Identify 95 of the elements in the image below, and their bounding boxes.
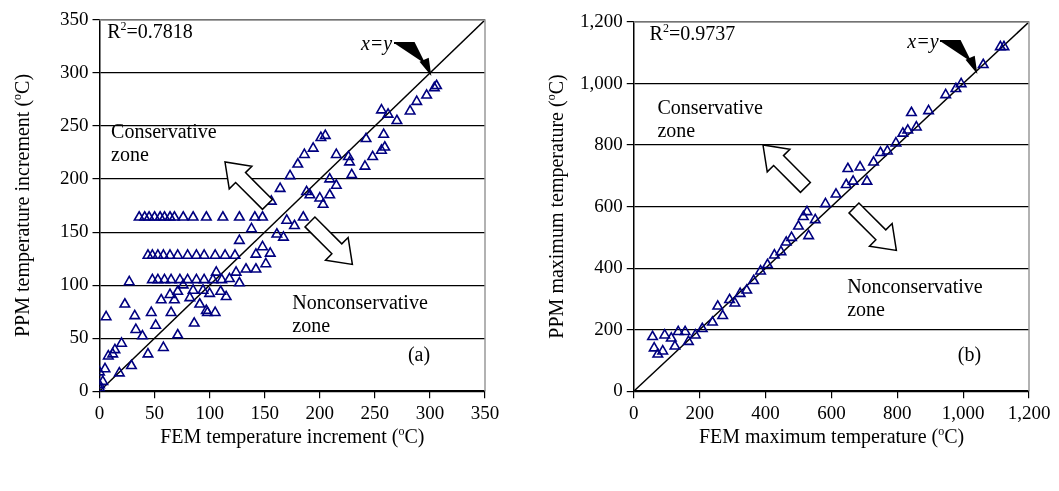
annotation: Nonconservative zone [847,274,983,321]
point [761,258,774,269]
point [854,160,866,171]
point [950,82,962,93]
point [910,120,922,131]
point [689,328,701,339]
x-axis-title: FEM maximum temperature ($^{o}$C) [698,424,965,449]
point [922,104,935,115]
annotation: Nonconservative zone [292,290,428,337]
x-tick-label: 800 [883,401,912,423]
annotation: R$^{2}$=0.9737 [649,21,736,45]
point [712,299,724,310]
x-tick-label: 1,200 [1007,401,1051,423]
point [717,309,729,320]
point [696,322,708,333]
y-tick-label: 350 [60,7,89,29]
x-tick-label: 350 [470,401,500,423]
point [729,296,741,307]
point [847,175,859,185]
annotation: x=y [907,29,939,53]
annotation: (b) [957,343,982,367]
y-tick-label: 150 [60,220,89,242]
x-tick-label: 50 [145,401,165,423]
x-tick-label: 0 [629,401,639,423]
y-tick-label: 1,200 [580,9,623,31]
annotation: Conservative zone [111,120,217,167]
point [809,213,821,224]
y-tick-label: 250 [60,114,89,136]
point [768,248,780,259]
point [657,344,669,355]
annotation: R$^{2}$=0.7818 [107,19,193,43]
x-tick-label: 1,000 [941,401,985,423]
point [775,245,787,256]
y-tick-label: 0 [613,379,623,401]
y-tick-label: 50 [69,326,89,348]
point [994,40,1006,51]
point [706,315,719,326]
y-tick-label: 200 [60,167,89,189]
point [902,124,914,134]
point [672,325,684,336]
point [955,77,967,88]
annotation: (a) [407,342,431,366]
point [792,219,804,230]
point [905,106,917,117]
x-tick-label: 200 [685,401,714,423]
point [669,339,681,350]
point [724,293,736,304]
y-tick-label: 0 [79,379,89,401]
point [755,264,767,275]
point [940,88,952,99]
point [998,40,1010,51]
x-tick-label: 300 [415,401,445,423]
point [780,235,792,246]
y-tick-label: 200 [594,317,623,339]
annotation: Conservative zone [657,95,763,142]
point [830,187,842,198]
point [977,58,989,69]
point [881,144,893,155]
x-tick-label: 200 [305,401,335,423]
annotation: x=y [360,31,393,55]
point [785,231,798,242]
point [748,274,760,285]
x-tick-label: 250 [360,401,390,423]
y-tick-label: 300 [60,61,89,83]
point [867,156,880,166]
point [842,162,854,173]
x-tick-label: 150 [250,401,279,423]
point [861,175,873,185]
point [897,127,909,137]
y-tick-label: 400 [594,256,623,278]
point [741,283,753,294]
y-tick-label: 1,000 [580,71,623,93]
point [679,325,691,336]
point [819,197,832,208]
point [840,178,852,189]
point [801,205,813,216]
point [734,287,746,298]
point [659,328,671,339]
point [803,229,815,240]
point [646,330,659,341]
x-tick-label: 100 [195,401,224,423]
x-axis-title: FEM temperature increment ($^{o}$C) [160,424,425,449]
point [890,136,902,147]
point [797,210,809,221]
point [648,341,660,352]
point [682,335,694,346]
x-tick-label: 0 [94,401,105,423]
x-tick-label: 600 [817,401,846,423]
point [652,347,664,358]
y-tick-label: 800 [594,133,623,155]
y-tick-label: 600 [594,194,623,216]
x-tick-label: 400 [751,401,780,423]
point [874,146,887,157]
point [665,331,677,342]
y-tick-label: 100 [60,273,89,295]
